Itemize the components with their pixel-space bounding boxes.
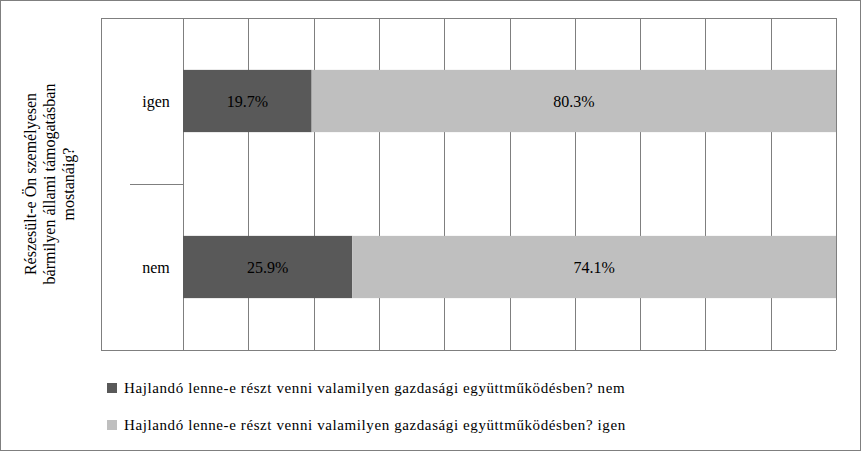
bar-segment xyxy=(183,236,352,298)
chart-container: 19.7% 80.3% 25.9% 74.1% igen nem Részesült-e Ö… xyxy=(0,0,861,451)
category-label: igen xyxy=(142,93,170,111)
axis-title-group: Részesült-e Ön személyesenbármilyen álla… xyxy=(22,84,78,285)
axis-title-line: mostanáig? xyxy=(60,148,78,221)
grid-line xyxy=(771,18,772,350)
grid-line xyxy=(510,18,511,350)
legend-label: Hajlandó lenne-e részt venni valamilyen … xyxy=(124,380,625,396)
axis-title-border xyxy=(101,18,102,350)
grid-line xyxy=(248,18,249,350)
data-label: 74.1% xyxy=(573,259,614,276)
legend-swatch xyxy=(107,383,117,393)
grid-line xyxy=(444,18,445,350)
grid-line xyxy=(836,18,837,350)
category-axis-line xyxy=(183,18,184,350)
legend-swatch xyxy=(107,420,117,430)
axis-title-line: bármilyen állami támogatásban xyxy=(41,84,59,285)
bar-segment xyxy=(352,236,836,298)
bar-segment xyxy=(312,70,836,132)
grid-line xyxy=(379,18,380,350)
axis-title: Részesült-e Ön személyesenbármilyen álla… xyxy=(22,84,78,285)
category-separator xyxy=(130,184,183,185)
data-labels: 19.7% 80.3% 25.9% 74.1% xyxy=(227,93,615,276)
grid-line xyxy=(183,18,184,350)
legend-label: Hajlandó lenne-e részt venni valamilyen … xyxy=(124,417,626,433)
axis-title-line: Részesült-e Ön személyesen xyxy=(22,93,40,275)
legend: Hajlandó lenne-e részt venni valamilyen … xyxy=(107,380,626,433)
plot-bottom xyxy=(101,350,836,351)
bar-segment xyxy=(183,70,312,132)
grid-line xyxy=(640,18,641,350)
chart-svg: 19.7% 80.3% 25.9% 74.1% igen nem Részesült-e Ö… xyxy=(0,0,861,451)
bars xyxy=(183,70,836,298)
category-label: nem xyxy=(142,259,170,276)
grid-line xyxy=(705,18,706,350)
data-label: 25.9% xyxy=(247,259,288,276)
data-label: 80.3% xyxy=(553,93,594,110)
grid-line xyxy=(575,18,576,350)
grid-line xyxy=(314,18,315,350)
chart-frame xyxy=(1,1,861,451)
data-label: 19.7% xyxy=(227,93,268,110)
plot-top xyxy=(101,18,836,19)
